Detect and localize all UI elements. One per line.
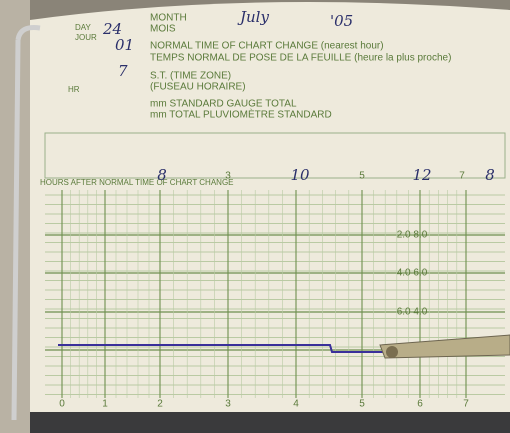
bottom-hour-label: 5	[359, 399, 365, 410]
drum-base	[30, 412, 510, 433]
hours-label: HOURS AFTER NORMAL TIME OF CHART CHANGE	[40, 178, 234, 187]
pen-tip	[386, 346, 398, 358]
top-hour-label: 8	[157, 166, 167, 184]
change-label-fr: TEMPS NORMAL DE POSE DE LA FEUILLE (heur…	[150, 53, 451, 64]
change-label: NORMAL TIME OF CHART CHANGE (nearest hou…	[150, 41, 384, 52]
bottom-hour-label: 2	[157, 399, 163, 410]
bottom-hour-label: 3	[225, 399, 231, 410]
scale-label: 4.0 6.0	[397, 268, 428, 279]
top-hour-label: 5	[359, 171, 365, 182]
day-label: DAY	[75, 23, 92, 32]
top-hour-label: 3	[225, 171, 231, 182]
zone-label-fr: (FUSEAU HORAIRE)	[150, 82, 246, 93]
zone: 7	[118, 62, 128, 80]
top-hour-label: 12	[412, 166, 431, 184]
top-hour-label: 7	[459, 171, 465, 182]
total-label: mm STANDARD GAUGE TOTAL	[150, 99, 297, 110]
total-label-fr: mm TOTAL PLUVIOMÈTRE STANDARD	[150, 108, 332, 121]
month-label-fr: MOIS	[150, 24, 176, 35]
month: July	[237, 8, 269, 26]
top-hour-label: 10	[290, 166, 310, 184]
month-label: MONTH	[150, 13, 187, 24]
bottom-hour-label: 4	[293, 399, 299, 410]
hr-label: HR	[68, 85, 80, 94]
scale-label: 6.0 4.0	[397, 307, 428, 318]
top-hour-label: 8	[485, 166, 495, 184]
bottom-hour-label: 6	[417, 399, 423, 410]
hour: 01	[115, 36, 134, 54]
zone-label: S.T. (TIME ZONE)	[150, 71, 231, 82]
bottom-hour-label: 0	[59, 399, 65, 410]
photo: DAY JOUR 24 MONTH MOIS July '05 01 NORMA…	[0, 0, 510, 433]
day-label-fr: JOUR	[75, 33, 97, 42]
bottom-hour-label: 7	[463, 399, 469, 410]
scale-label: 2.0 8.0	[397, 230, 428, 241]
year: '05	[330, 12, 353, 30]
paper	[30, 2, 510, 420]
bottom-hour-label: 1	[102, 399, 108, 410]
